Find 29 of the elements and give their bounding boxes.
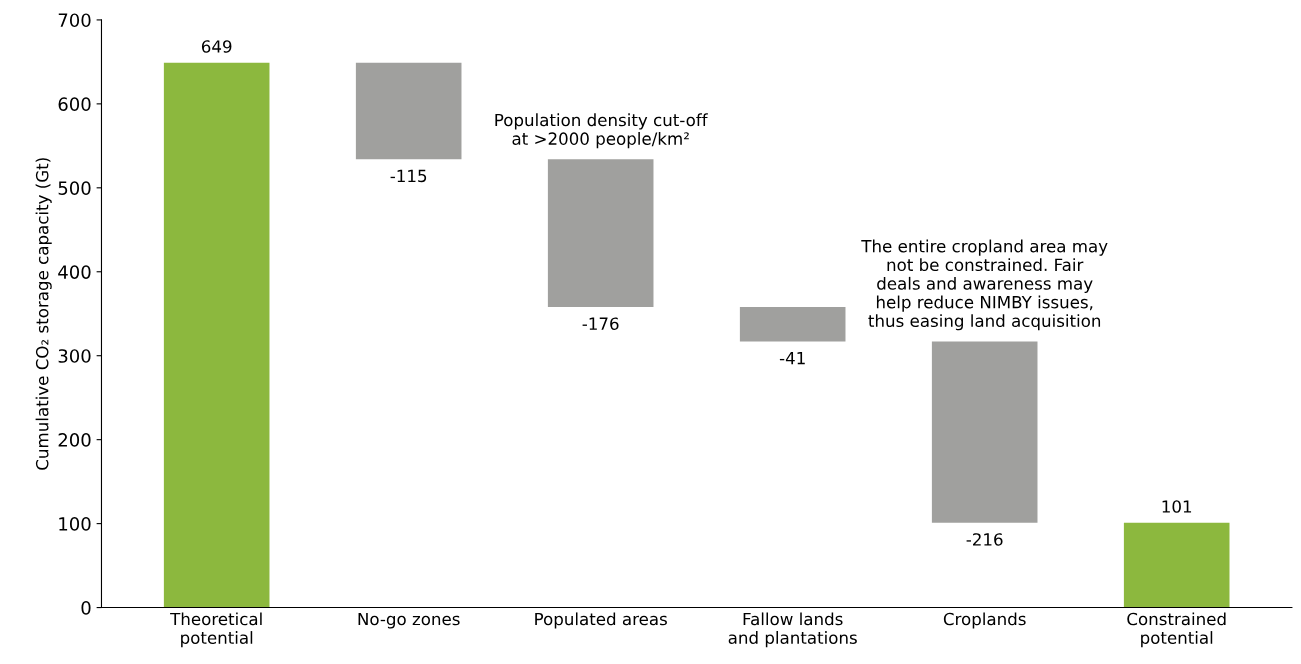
x-tick-label: Fallow lands and plantations <box>728 612 857 648</box>
data-label: -41 <box>779 352 805 365</box>
y-tick-label: 600 <box>58 97 91 111</box>
y-tick-label: 300 <box>58 349 91 363</box>
y-tick-label: 400 <box>58 265 91 279</box>
y-tick-label: 500 <box>58 181 91 195</box>
bar <box>163 62 270 608</box>
bar <box>355 62 462 160</box>
x-tick-label: Croplands <box>943 612 1026 629</box>
bar <box>739 307 846 342</box>
data-label: -176 <box>582 317 619 330</box>
x-tick-label: Populated areas <box>535 612 667 629</box>
x-tick-label: No-go zones <box>358 612 460 629</box>
annotation: Population density cut-off at >2000 people/km² <box>495 113 708 149</box>
y-tick-label: 200 <box>58 433 91 447</box>
x-tick-label: Constrained potential <box>1127 612 1226 648</box>
data-label: -216 <box>966 533 1003 546</box>
data-label: -115 <box>390 169 427 183</box>
bar <box>1123 522 1230 608</box>
y-tick-label: 700 <box>58 13 91 28</box>
bar <box>547 159 654 308</box>
bar <box>931 341 1038 523</box>
y-axis-title: Cumulative CO₂ storage capacity (Gt) <box>35 158 52 470</box>
annotation: The entire cropland area may not be constrained. Fair deals and awareness may help reduce NIMBY issues, thus easing land acquisition <box>861 239 1108 331</box>
data-label: 101 <box>1162 500 1192 513</box>
y-tick-label: 0 <box>81 601 91 615</box>
x-tick-label: Theoretical potential <box>170 612 262 648</box>
y-tick-label: 100 <box>59 517 91 531</box>
data-label: 649 <box>201 40 232 53</box>
